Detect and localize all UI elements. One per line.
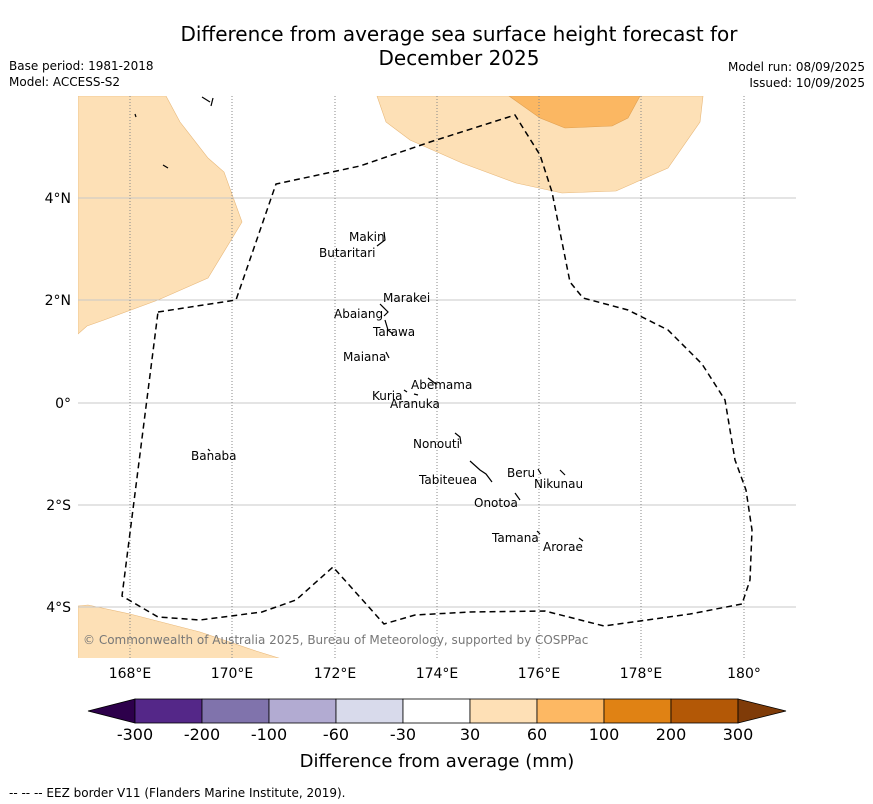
cb-tick-200: 200 [656,725,687,744]
eez-border [121,114,753,627]
cb-tick-neg30: -30 [390,725,416,744]
cb-tick-300: 300 [723,725,754,744]
island-labels: Makin Butaritari Marakei Abaiang Tarawa … [191,230,583,554]
label-aranuka: Aranuka [390,397,440,411]
colorbar-bin-7 [536,698,605,724]
label-banaba: Banaba [191,449,237,463]
colorbar-bin-6 [469,698,538,724]
colorbar-bin-3 [268,698,337,724]
lon-label-180: 180° [727,666,761,682]
title-line-2: December 2025 [378,46,540,70]
colorbar-tick-labels: -300 -200 -100 -60 -30 30 60 100 200 300 [117,725,753,744]
label-arorae: Arorae [543,540,583,554]
colorbar-bin-1 [134,698,203,724]
cb-tick-30: 30 [460,725,480,744]
colorbar [87,698,787,724]
chart-title: Difference from average sea surface heig… [0,22,873,70]
lat-label-4s: 4°S [46,600,71,616]
model-name: Model: ACCESS-S2 [9,75,121,89]
lon-label-178e: 178°E [620,666,663,682]
copyright-notice: © Commonwealth of Australia 2025, Bureau… [83,633,588,647]
cb-tick-neg60: -60 [323,725,349,744]
colorbar-extend-high [737,698,787,724]
label-makin: Makin [349,230,385,244]
model-run: Model run: 08/09/2025 [727,60,865,74]
lon-label-174e: 174°E [416,666,459,682]
base-period: Base period: 1981-2018 [9,59,154,73]
cb-tick-neg200: -200 [184,725,220,744]
label-butaritari: Butaritari [319,246,376,260]
island-coastlines [134,96,584,542]
colorbar-title: Difference from average (mm) [300,751,575,772]
colorbar-bin-4 [335,698,404,724]
label-beru: Beru [507,466,535,480]
colorbar-bin-5 [402,698,471,724]
anomaly-region-west [78,96,243,335]
eez-border-note: -- -- -- EEZ border V11 (Flanders Marine… [9,786,346,800]
map-area [78,96,796,658]
lon-label-176e: 176°E [518,666,561,682]
lat-label-0: 0° [55,396,71,412]
label-maiana: Maiana [343,350,386,364]
meta-right: Model run: 08/09/2025 Issued: 10/09/2025 [728,59,865,91]
label-tabiteuea: Tabiteuea [418,473,477,487]
label-kuria: Kuria [372,389,403,403]
label-onotoa: Onotoa [474,496,518,510]
lon-label-168e: 168°E [109,666,152,682]
latitude-labels: 4°N 2°N 0° 2°S 4°S [45,191,72,616]
lat-label-2n: 2°N [45,293,71,309]
lon-label-172e: 172°E [314,666,357,682]
label-nikunau: Nikunau [534,477,583,491]
label-tarawa: Tarawa [372,325,415,339]
colorbar-bin-9 [670,698,739,724]
longitude-gridlines [129,96,745,658]
label-marakei: Marakei [383,291,430,305]
colorbar-bin-8 [603,698,672,724]
cb-tick-neg300: -300 [117,725,153,744]
lat-label-4n: 4°N [45,191,71,207]
meta-left: Base period: 1981-2018 Model: ACCESS-S2 [9,58,154,90]
issued-date: Issued: 10/09/2025 [749,76,865,90]
anomaly-region-north-core [508,96,641,129]
label-abemama: Abemama [411,378,472,392]
colorbar-bin-2 [201,698,270,724]
cb-tick-100: 100 [589,725,620,744]
lon-label-170e: 170°E [211,666,254,682]
label-abaiang: Abaiang [334,307,383,321]
title-line-1: Difference from average sea surface heig… [180,22,738,46]
cb-tick-60: 60 [527,725,547,744]
label-tamana: Tamana [491,531,539,545]
cb-tick-neg100: -100 [251,725,287,744]
lat-label-2s: 2°S [46,498,71,514]
longitude-labels: 168°E 170°E 172°E 174°E 176°E 178°E 180° [109,666,761,682]
colorbar-extend-low [87,698,136,724]
label-nonouti: Nonouti [413,437,460,451]
